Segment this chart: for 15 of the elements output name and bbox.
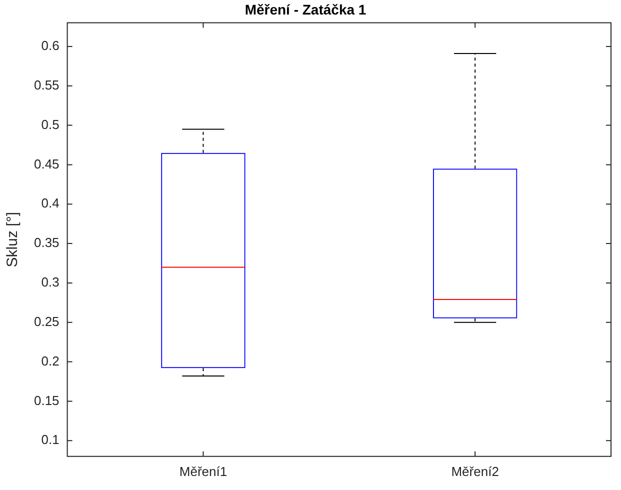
x-tick-label: Měření2 [451,464,499,479]
x-tick-label: Měření1 [179,464,228,479]
y-tick-label: 0.55 [34,77,60,92]
chart-title: Měření - Zatáčka 1 [244,1,366,18]
y-tick-label: 0.35 [34,235,60,250]
y-tick-label: 0.5 [41,116,60,132]
y-tick-label: 0.3 [41,274,60,290]
y-tick-label: 0.1 [41,432,60,448]
y-tick-label: 0.4 [41,196,60,211]
y-tick-label: 0.2 [41,353,60,368]
y-tick-label: 0.25 [34,314,60,329]
y-tick-label: 0.6 [41,38,60,54]
y-tick-label: 0.15 [34,392,60,408]
y-tick-label: 0.45 [34,156,60,172]
y-axis-title: Skluz [°] [4,212,22,268]
